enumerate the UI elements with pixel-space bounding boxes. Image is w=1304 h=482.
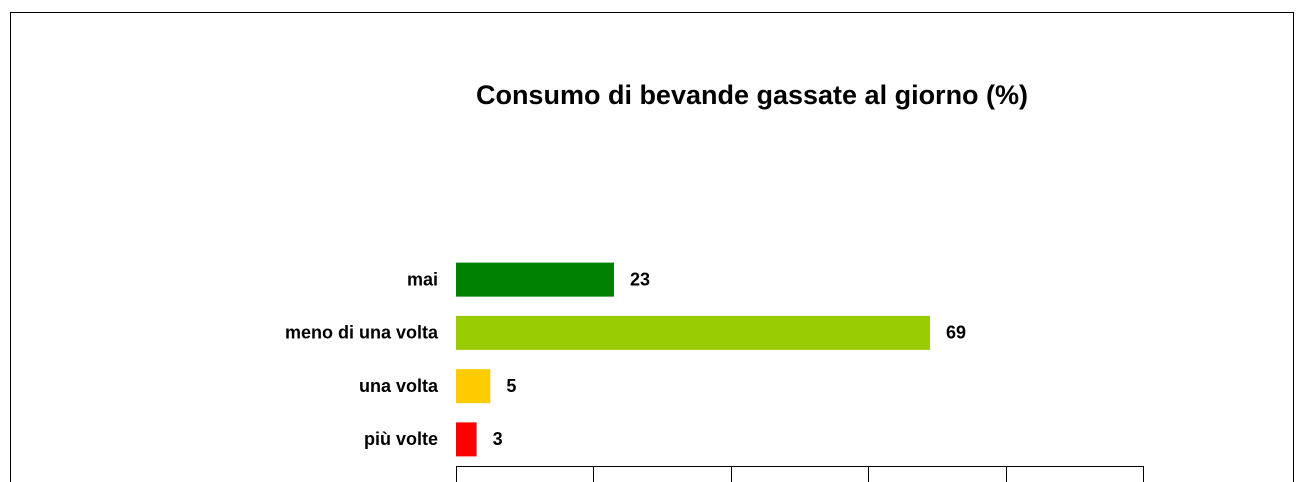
y-tick-label: mai [407, 269, 438, 289]
y-tick-label: una volta [359, 376, 439, 396]
y-tick-label: più volte [364, 429, 438, 449]
value-label: 3 [493, 429, 503, 449]
value-label: 23 [630, 269, 650, 289]
bar [456, 422, 477, 457]
chart-title: Consumo di bevande gassate al giorno (%) [476, 80, 1028, 110]
bar [456, 315, 931, 350]
frame [10, 12, 1294, 482]
bar [456, 262, 615, 297]
bar [456, 369, 491, 404]
value-label: 5 [506, 376, 516, 396]
y-tick-label: meno di una volta [285, 323, 439, 343]
value-label: 69 [946, 323, 966, 343]
